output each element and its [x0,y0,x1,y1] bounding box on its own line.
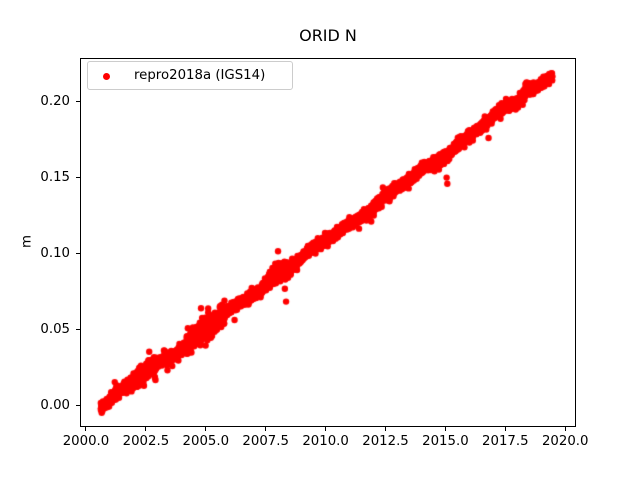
x-tick-mark [504,427,506,431]
y-tick-label: 0.20 [40,93,70,109]
x-tick-mark [265,427,267,431]
y-tick-mark [76,329,80,331]
x-tick-label: 2015.0 [422,434,469,449]
legend: repro2018a (IGS14) [87,61,293,90]
chart-title: ORID N [299,26,357,45]
x-tick-label: 2000.0 [62,434,110,449]
x-tick-mark [444,427,446,431]
x-tick-label: 2020.0 [541,434,589,449]
y-tick-label: 0.10 [40,245,70,261]
y-tick-label: 0.00 [40,397,70,413]
plot-area: repro2018a (IGS14) [80,58,576,427]
y-tick-mark [76,177,80,179]
legend-marker-dot-icon [103,73,110,80]
y-tick-label: 0.05 [40,321,70,337]
y-tick-mark [76,253,80,255]
x-tick-label: 2010.0 [302,434,349,449]
x-tick-mark [325,427,327,431]
legend-label: repro2018a (IGS14) [134,68,266,83]
x-tick-mark [564,427,566,431]
x-tick-mark [145,427,147,431]
x-tick-mark [205,427,207,431]
x-tick-mark [385,427,386,431]
x-tick-mark [85,427,87,431]
x-tick-label: 2007.5 [242,434,289,449]
x-tick-label: 2012.5 [362,434,409,449]
x-tick-label: 2002.5 [122,434,170,449]
y-tick-label: 0.15 [40,169,70,185]
x-tick-label: 2017.5 [482,434,529,449]
x-tick-label: 2005.0 [182,434,230,449]
y-tick-mark [76,101,80,103]
y-tick-mark [76,405,80,407]
scatter-points-canvas [80,58,576,427]
